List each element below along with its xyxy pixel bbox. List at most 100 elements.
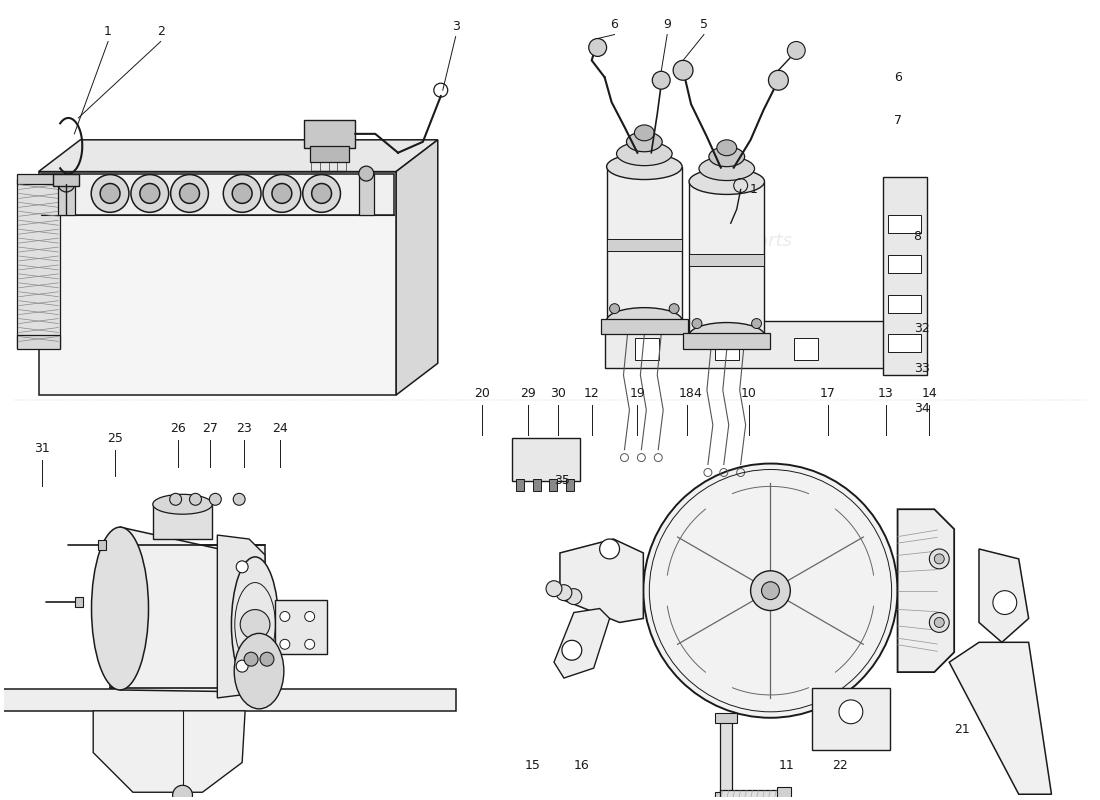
Ellipse shape (698, 157, 755, 181)
Ellipse shape (934, 554, 944, 564)
Text: 19: 19 (629, 387, 646, 400)
Circle shape (305, 639, 315, 650)
Bar (601, 318, 688, 334)
Bar (549, 479, 558, 491)
Bar (58, 183, 75, 215)
Bar (715, 792, 737, 800)
Bar (275, 600, 327, 654)
Bar (54, 174, 79, 186)
Text: 29: 29 (520, 387, 536, 400)
Bar (75, 597, 84, 606)
Text: 30: 30 (550, 387, 565, 400)
Polygon shape (949, 642, 1052, 794)
Text: 32: 32 (914, 322, 931, 335)
Ellipse shape (131, 174, 168, 212)
Circle shape (173, 786, 192, 800)
Bar (606, 239, 682, 251)
Circle shape (993, 590, 1016, 614)
Bar (513, 438, 580, 482)
Polygon shape (396, 140, 438, 395)
Ellipse shape (232, 183, 252, 203)
Text: 3: 3 (452, 19, 460, 33)
Circle shape (565, 589, 582, 605)
Bar (882, 177, 927, 375)
Bar (153, 504, 212, 539)
Polygon shape (94, 711, 245, 792)
Circle shape (279, 639, 289, 650)
Polygon shape (16, 174, 56, 183)
Ellipse shape (708, 146, 745, 166)
Ellipse shape (311, 183, 331, 203)
Circle shape (692, 318, 702, 329)
Circle shape (600, 539, 619, 559)
Circle shape (644, 463, 898, 718)
Text: 31: 31 (34, 442, 50, 454)
Circle shape (305, 611, 315, 622)
Ellipse shape (234, 634, 284, 709)
Circle shape (839, 700, 862, 724)
Circle shape (279, 611, 289, 622)
Text: 13: 13 (878, 387, 893, 400)
Bar (719, 790, 781, 800)
Circle shape (556, 585, 572, 601)
Text: 23: 23 (236, 422, 252, 434)
Bar (0, 689, 455, 711)
Text: 27: 27 (202, 422, 218, 434)
Ellipse shape (627, 132, 662, 152)
Ellipse shape (689, 169, 764, 194)
Circle shape (750, 571, 790, 610)
Circle shape (562, 640, 582, 660)
Bar (39, 171, 396, 395)
Bar (516, 479, 525, 491)
Ellipse shape (231, 557, 278, 692)
Text: europarts: europarts (179, 594, 266, 613)
Bar (359, 174, 374, 215)
Ellipse shape (930, 549, 949, 569)
Ellipse shape (934, 618, 944, 627)
Circle shape (673, 60, 693, 80)
Text: 24: 24 (272, 422, 288, 434)
Ellipse shape (100, 183, 120, 203)
Ellipse shape (930, 613, 949, 632)
Text: 25: 25 (107, 432, 123, 445)
Text: 20: 20 (474, 387, 491, 400)
Ellipse shape (263, 174, 300, 212)
Polygon shape (898, 510, 954, 672)
Text: 10: 10 (740, 387, 757, 400)
Circle shape (209, 494, 221, 506)
Polygon shape (979, 549, 1028, 642)
Bar (16, 178, 60, 348)
Circle shape (236, 561, 249, 573)
Polygon shape (560, 539, 643, 622)
Bar (715, 338, 739, 360)
Bar (606, 166, 682, 321)
Bar (778, 787, 791, 800)
Text: 35: 35 (554, 474, 570, 487)
Circle shape (236, 660, 249, 672)
Text: europarts: europarts (705, 594, 792, 613)
Circle shape (260, 652, 274, 666)
Circle shape (769, 70, 789, 90)
Polygon shape (218, 535, 265, 698)
Ellipse shape (170, 174, 208, 212)
Text: 4: 4 (693, 387, 701, 400)
Polygon shape (120, 527, 255, 692)
Bar (565, 479, 574, 491)
Ellipse shape (302, 174, 341, 212)
Circle shape (669, 304, 679, 314)
Text: 8: 8 (913, 230, 922, 243)
Text: 9: 9 (663, 18, 671, 30)
Ellipse shape (58, 175, 75, 192)
Text: 18: 18 (679, 387, 695, 400)
Bar (532, 479, 541, 491)
Ellipse shape (140, 183, 159, 203)
Bar (888, 334, 922, 352)
Text: 1: 1 (104, 25, 112, 38)
Bar (888, 294, 922, 313)
Ellipse shape (223, 174, 261, 212)
Bar (16, 335, 60, 350)
Text: europarts: europarts (705, 232, 792, 250)
Bar (41, 174, 394, 215)
Circle shape (244, 652, 258, 666)
Ellipse shape (153, 494, 212, 514)
